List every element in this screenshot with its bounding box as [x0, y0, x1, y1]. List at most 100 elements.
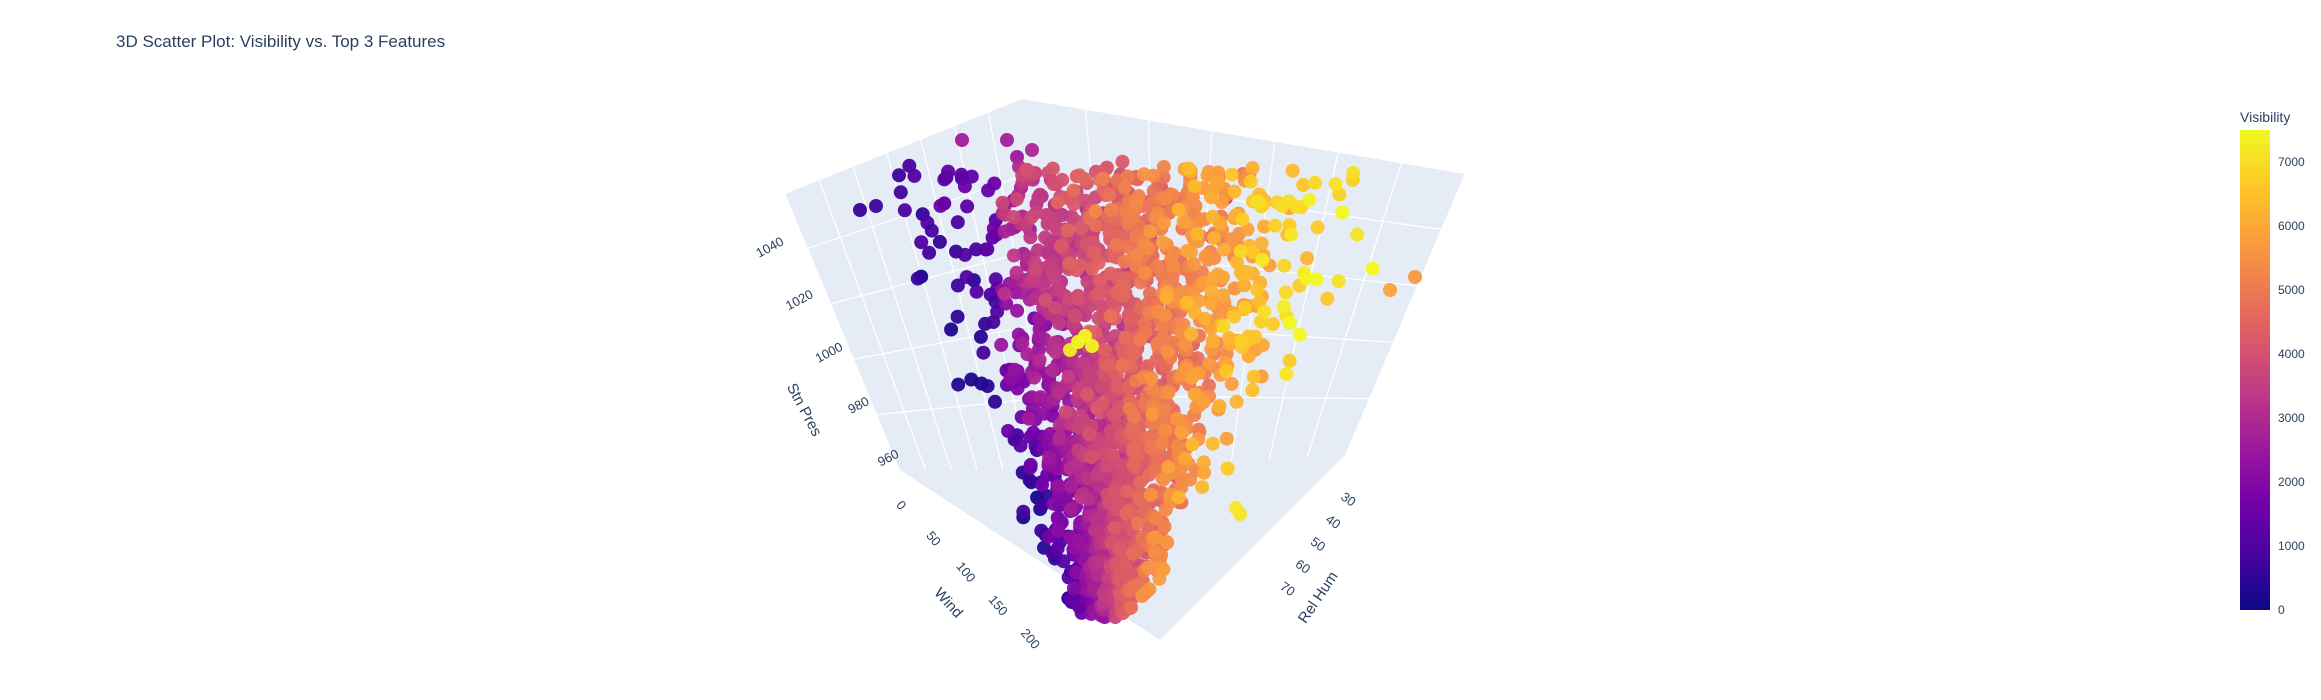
- data-point: [1285, 163, 1300, 178]
- y-tick-label: 30: [1338, 489, 1358, 510]
- data-point: [1074, 490, 1088, 505]
- data-point: [1056, 554, 1071, 569]
- data-point: [892, 168, 906, 183]
- data-point: [1031, 342, 1046, 357]
- data-point: [1207, 231, 1221, 246]
- data-point: [1299, 271, 1314, 286]
- data-point: [1227, 309, 1242, 324]
- data-point: [1082, 427, 1097, 442]
- data-point: [1222, 331, 1236, 345]
- data-point: [1050, 195, 1065, 210]
- data-point: [1284, 227, 1299, 242]
- data-point: [1132, 492, 1147, 507]
- data-point: [1310, 220, 1325, 235]
- data-point: [1217, 242, 1231, 257]
- data-point: [1048, 345, 1063, 360]
- chart-title: 3D Scatter Plot: Visibility vs. Top 3 Fe…: [116, 32, 446, 51]
- data-point: [960, 199, 975, 214]
- data-point: [1000, 133, 1014, 147]
- data-point: [1230, 255, 1244, 270]
- data-point: [1178, 451, 1193, 466]
- data-point: [958, 247, 972, 262]
- data-point: [1156, 331, 1171, 346]
- data-point: [1186, 257, 1201, 271]
- data-point: [1220, 461, 1235, 476]
- data-point: [1126, 546, 1140, 561]
- data-point: [1001, 424, 1016, 438]
- data-point: [1148, 462, 1162, 477]
- data-point: [1161, 460, 1176, 475]
- data-point: [1114, 282, 1129, 297]
- data-point: [1160, 344, 1175, 359]
- data-point: [1065, 354, 1080, 369]
- data-point: [987, 176, 1002, 191]
- data-point: [1211, 175, 1225, 190]
- data-point: [1038, 293, 1053, 307]
- data-point: [1328, 177, 1343, 192]
- data-point: [1052, 418, 1067, 433]
- data-point: [1051, 316, 1066, 331]
- data-point: [1085, 339, 1099, 353]
- data-point: [957, 179, 972, 194]
- data-point: [922, 245, 937, 260]
- data-point: [990, 304, 1005, 319]
- data-point: [1071, 292, 1085, 307]
- data-point: [1158, 308, 1173, 323]
- data-point: [1115, 358, 1130, 373]
- data-point: [980, 379, 995, 394]
- data-point: [1214, 195, 1229, 209]
- data-point: [1129, 196, 1144, 211]
- data-point: [1148, 530, 1163, 545]
- data-point: [976, 345, 991, 360]
- data-point: [1117, 180, 1132, 195]
- data-point: [1019, 162, 1034, 177]
- y-axis-title: Rel Hum: [1295, 569, 1342, 627]
- data-point: [1171, 202, 1186, 217]
- data-point: [995, 195, 1010, 210]
- data-point: [869, 199, 883, 213]
- data-point: [1071, 420, 1086, 435]
- data-point: [1204, 190, 1219, 205]
- data-point: [954, 167, 969, 182]
- data-point: [1158, 191, 1173, 206]
- data-point: [1192, 214, 1207, 228]
- data-point: [1027, 274, 1042, 288]
- colorbar-tick-label: 4000: [2278, 347, 2305, 361]
- data-point: [1188, 305, 1202, 320]
- data-point: [969, 284, 984, 299]
- data-point: [1198, 249, 1213, 264]
- colorbar-tick-label: 5000: [2278, 283, 2305, 297]
- data-point: [1184, 371, 1199, 386]
- data-point: [1027, 370, 1042, 385]
- data-point: [1155, 235, 1170, 250]
- data-point: [1078, 172, 1093, 187]
- data-point: [1212, 399, 1227, 414]
- data-point: [1156, 216, 1171, 231]
- data-point: [1157, 403, 1172, 418]
- data-point: [1309, 272, 1324, 287]
- data-point: [1197, 465, 1211, 480]
- data-point: [1190, 351, 1205, 366]
- data-point: [1126, 210, 1141, 225]
- data-point: [1152, 571, 1167, 586]
- data-point: [1161, 385, 1176, 400]
- data-point: [997, 224, 1012, 239]
- data-point: [1016, 504, 1031, 519]
- colorbar-tick-label: 7000: [2278, 155, 2305, 169]
- data-point: [1129, 248, 1144, 263]
- data-point: [1042, 450, 1057, 465]
- data-point: [1104, 202, 1119, 217]
- data-point: [1190, 227, 1205, 241]
- z-tick-label: 980: [845, 393, 871, 416]
- data-point: [1026, 425, 1041, 440]
- data-point: [1331, 274, 1346, 289]
- data-point: [941, 164, 956, 179]
- data-point: [1229, 501, 1243, 515]
- data-point: [997, 286, 1012, 301]
- data-point: [1060, 223, 1075, 238]
- data-point: [1050, 510, 1065, 525]
- data-point: [1235, 212, 1250, 227]
- data-point: [1246, 244, 1261, 259]
- data-point: [1308, 175, 1323, 190]
